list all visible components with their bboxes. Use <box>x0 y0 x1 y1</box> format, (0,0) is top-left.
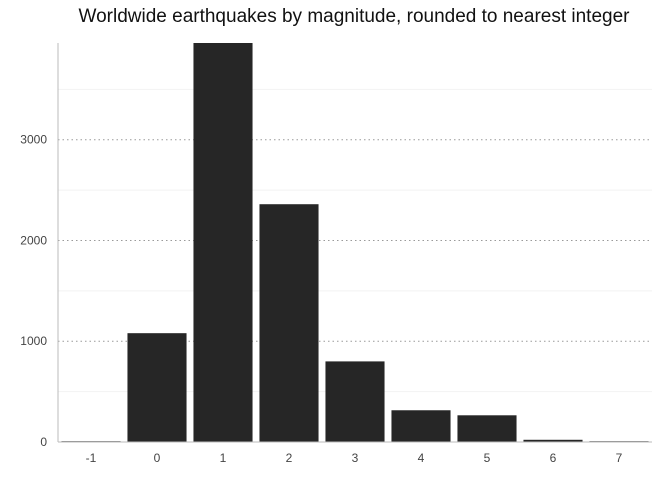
x-tick-label: 2 <box>286 451 293 465</box>
y-tick-label: 3000 <box>20 133 47 147</box>
bar-4 <box>391 410 451 442</box>
x-tick-label: 1 <box>220 451 227 465</box>
x-tick-label: 0 <box>154 451 161 465</box>
x-tick-label: -1 <box>86 451 97 465</box>
bar-5 <box>457 415 517 442</box>
chart-title: Worldwide earthquakes by magnitude, roun… <box>78 6 630 27</box>
y-tick-label: 2000 <box>20 233 47 247</box>
bar-6 <box>523 439 583 442</box>
bar-1 <box>193 43 253 442</box>
x-tick-label: 7 <box>616 451 623 465</box>
x-tick-label: 4 <box>418 451 425 465</box>
bar-2 <box>259 204 319 442</box>
x-tick-label: 5 <box>484 451 491 465</box>
y-tick-label: 0 <box>40 435 47 449</box>
y-tick-label: 1000 <box>20 334 47 348</box>
x-tick-label: 6 <box>550 451 557 465</box>
x-tick-label: 3 <box>352 451 359 465</box>
bar-3 <box>325 361 385 442</box>
bar-0 <box>127 333 187 442</box>
